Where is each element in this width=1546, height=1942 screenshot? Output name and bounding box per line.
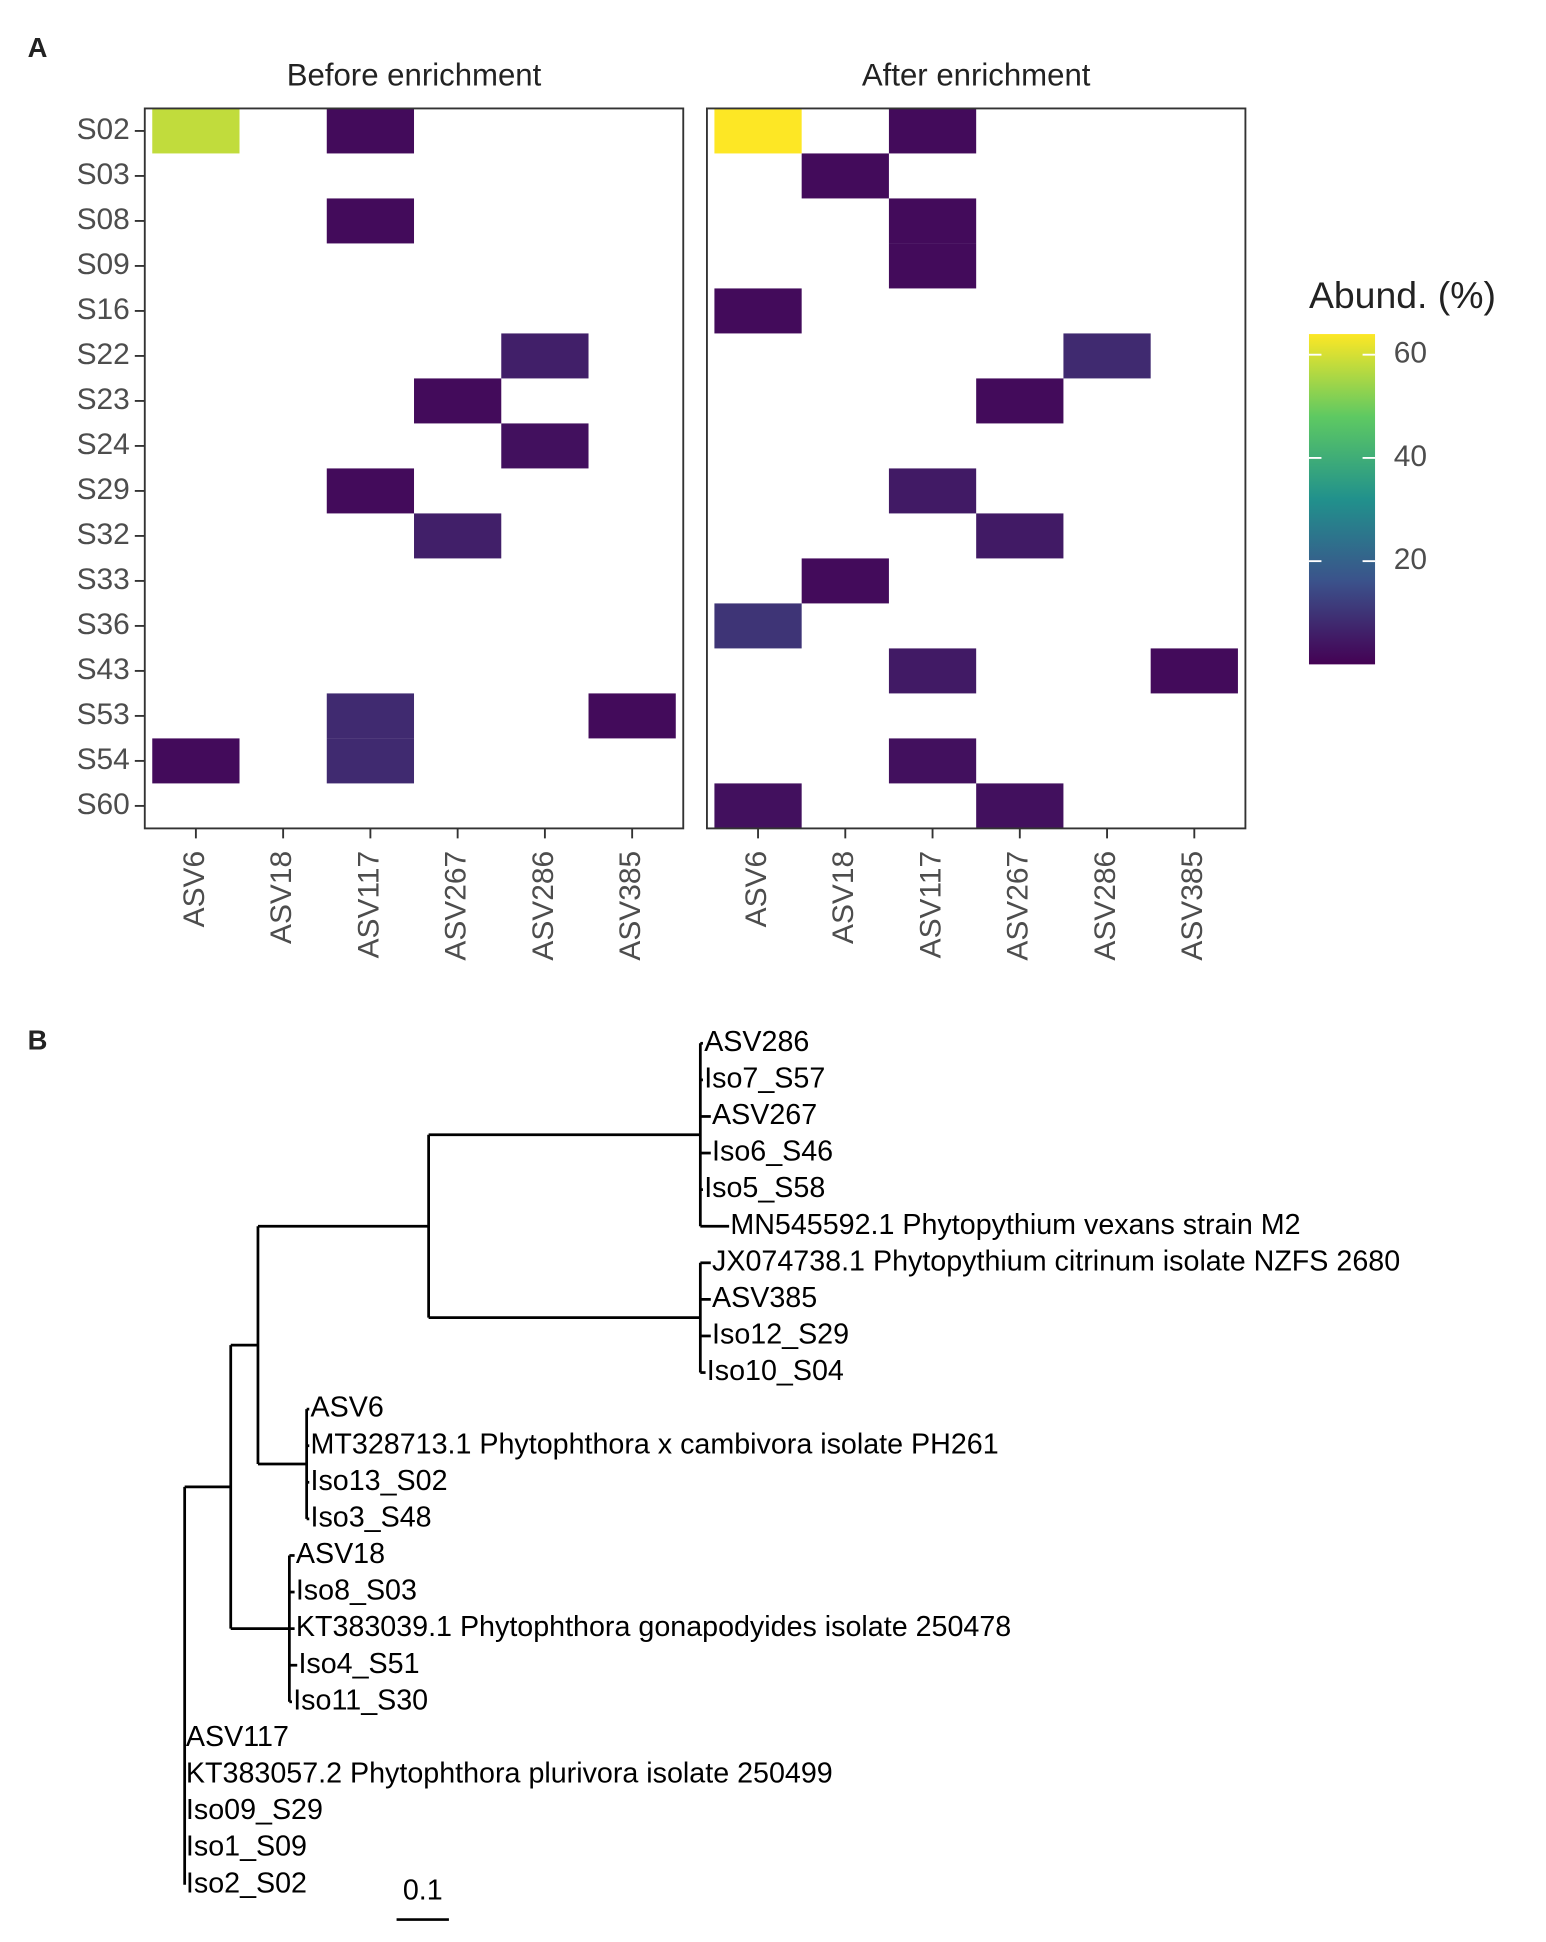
y-tick-label: S36: [77, 608, 130, 641]
heat-cell: [501, 423, 589, 469]
tip-label: Iso1_S09: [186, 1831, 307, 1863]
heat-cell: [888, 648, 977, 694]
y-tick-label: S53: [77, 698, 130, 731]
x-tick-label: ASV117: [914, 851, 947, 959]
heat-cell: [152, 738, 240, 784]
colorbar-label: 40: [1394, 440, 1427, 473]
heat-cell: [714, 108, 802, 154]
heat-cell: [152, 108, 240, 154]
heat-cell: [976, 513, 1064, 559]
colorbar: [1308, 334, 1376, 665]
legend-title: Abund. (%): [1309, 274, 1496, 316]
heat-cell: [588, 693, 676, 739]
x-tick-label: ASV286: [527, 851, 560, 961]
y-tick-label: S32: [77, 518, 130, 551]
tip-label: Iso13_S02: [311, 1465, 448, 1497]
x-tick-label: ASV385: [614, 851, 647, 961]
y-tick-label: S43: [77, 653, 130, 686]
tip-label: Iso6_S46: [712, 1136, 833, 1168]
heat-cell: [326, 738, 415, 784]
tip-label: Iso11_S30: [293, 1684, 428, 1716]
tip-label: Iso2_S02: [186, 1867, 307, 1899]
heat-cell: [976, 378, 1064, 424]
x-tick-label: ASV6: [740, 851, 773, 927]
x-tick-label: ASV18: [827, 851, 860, 944]
x-tick-label: ASV6: [178, 851, 211, 927]
x-tick-label: ASV267: [1002, 851, 1035, 961]
heat-cell: [714, 288, 802, 334]
strip-title: Before enrichment: [287, 58, 542, 93]
x-tick-label: ASV18: [265, 851, 298, 944]
tip-label: Iso12_S29: [712, 1319, 849, 1351]
y-tick-label: S16: [77, 293, 130, 326]
heat-cell: [414, 378, 502, 424]
colorbar-label: 60: [1394, 337, 1427, 370]
heat-cell: [714, 603, 802, 649]
heat-cell: [501, 333, 589, 379]
x-tick-label: ASV385: [1176, 851, 1209, 961]
heat-cell: [714, 783, 802, 829]
panel-letter: B: [28, 1024, 48, 1055]
tip-label: ASV18: [296, 1538, 385, 1570]
y-tick-label: S29: [77, 473, 130, 506]
heat-cell: [888, 738, 977, 784]
x-tick-label: ASV267: [440, 851, 473, 961]
tip-label: JX074738.1 Phytopythium citrinum isolate…: [712, 1245, 1400, 1277]
panel-border: [706, 107, 1247, 830]
tip-label: ASV385: [712, 1282, 817, 1314]
tip-label: ASV117: [186, 1721, 289, 1753]
y-tick-label: S24: [77, 428, 130, 461]
tip-label: MT328713.1 Phytophthora x cambivora isol…: [311, 1428, 999, 1460]
y-tick-label: S23: [77, 383, 130, 416]
heat-cell: [1150, 648, 1238, 694]
y-tick-label: S54: [77, 743, 130, 776]
y-tick-label: S02: [77, 113, 130, 146]
heat-cell: [801, 558, 889, 604]
tip-label: ASV6: [311, 1392, 384, 1424]
x-tick-label: ASV117: [352, 851, 385, 959]
heat-cell: [888, 243, 977, 289]
tip-label: KT383057.2 Phytophthora plurivora isolat…: [186, 1758, 833, 1790]
heat-cell: [326, 108, 415, 154]
panel-border: [143, 107, 685, 830]
y-tick-label: S60: [77, 788, 130, 821]
tip-label: Iso09_S29: [186, 1794, 323, 1826]
tip-label: Iso4_S51: [298, 1648, 419, 1680]
heat-cell: [326, 468, 415, 514]
colorbar-label: 20: [1394, 543, 1427, 576]
heat-cell: [888, 198, 977, 244]
tip-label: ASV267: [712, 1099, 817, 1131]
strip-title: After enrichment: [862, 58, 1091, 93]
y-tick-label: S03: [77, 158, 130, 191]
tip-label: Iso3_S48: [311, 1501, 432, 1533]
tip-label: KT383039.1 Phytophthora gonapodyides iso…: [296, 1611, 1011, 1643]
scale-bar-label: 0.1: [403, 1875, 443, 1907]
y-tick-label: S09: [77, 248, 130, 281]
tip-label: ASV286: [704, 1026, 809, 1058]
heat-cell: [888, 468, 977, 514]
tip-label: Iso8_S03: [296, 1575, 417, 1607]
panel-letter: A: [28, 32, 48, 63]
heat-cell: [801, 153, 889, 199]
tip-label: Iso10_S04: [707, 1355, 844, 1387]
heat-cell: [976, 783, 1064, 829]
tip-label: Iso7_S57: [704, 1062, 825, 1094]
x-tick-label: ASV286: [1089, 851, 1122, 961]
heat-cell: [1063, 333, 1151, 379]
y-tick-label: S22: [77, 338, 130, 371]
tip-label: MN545592.1 Phytopythium vexans strain M2: [730, 1209, 1300, 1241]
tip-label: Iso5_S58: [704, 1172, 825, 1204]
heat-cell: [326, 198, 415, 244]
heat-cell: [326, 693, 415, 739]
heat-cell: [414, 513, 502, 559]
y-tick-label: S33: [77, 563, 130, 596]
y-tick-label: S08: [77, 203, 130, 236]
heat-cell: [888, 108, 977, 154]
